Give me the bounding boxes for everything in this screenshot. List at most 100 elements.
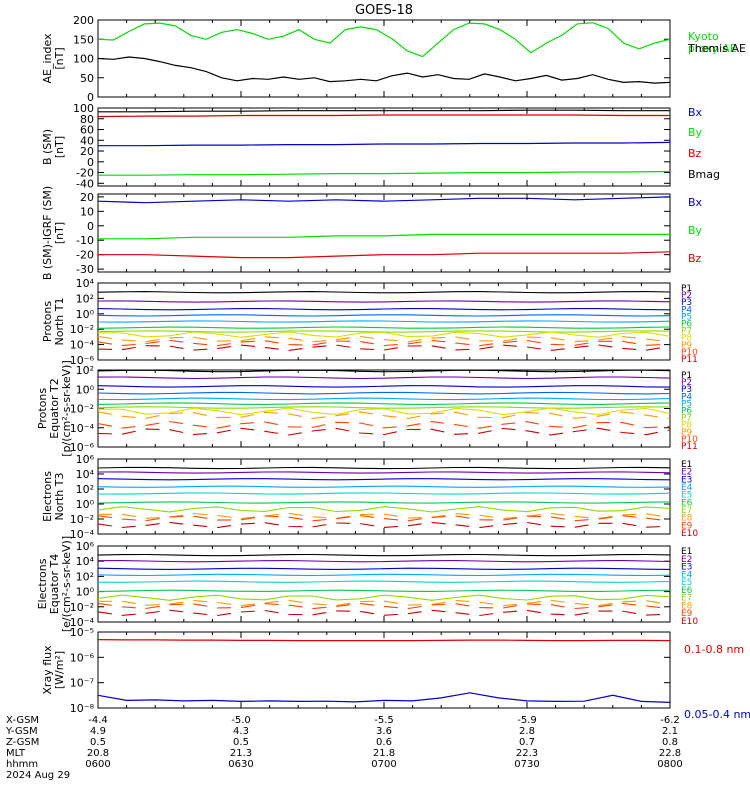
channel-label: P2 <box>681 378 692 388</box>
legend-entry: 0.1-0.8 nm <box>684 643 744 656</box>
plot-title: GOES-18 <box>355 3 413 18</box>
channel-line <box>97 330 671 333</box>
y-tick-label: 20 <box>80 191 94 204</box>
channel-label: E2 <box>681 555 692 565</box>
y-tick-label: 10⁻⁸ <box>70 702 95 715</box>
series-line <box>97 114 670 118</box>
y-tick-label: 10⁰ <box>76 498 95 511</box>
y-tick-label: 60 <box>80 124 94 137</box>
channel-label: P5 <box>681 312 692 322</box>
channel-label: P6 <box>681 407 692 417</box>
legend-entry: Themis AE <box>687 42 746 55</box>
x-tick-value: 2.1 <box>662 726 678 737</box>
series-line <box>98 251 671 259</box>
channel-label: P9 <box>681 341 692 351</box>
y-tick-label: 10⁻⁴ <box>70 422 95 435</box>
x-tick-value: 0.8 <box>662 737 678 748</box>
series-line <box>97 639 671 642</box>
y-tick-label: 10⁻² <box>70 323 94 336</box>
x-tick-value: 2.8 <box>519 726 535 737</box>
channel-label: E3 <box>681 475 692 485</box>
y-axis-label: ElectronsEquator T4[e/(cm²-s-sr-keV)] <box>36 536 73 632</box>
x-tick-value: -4.4 <box>88 715 108 726</box>
x-tick-value: 0.5 <box>233 737 249 748</box>
y-tick-label: 10⁶ <box>76 453 95 466</box>
channel-line <box>97 492 671 495</box>
y-tick-label: 50 <box>80 72 94 85</box>
channel-line <box>97 506 671 513</box>
x-tick-value: 0630 <box>228 759 253 770</box>
legend-entry: Bz <box>688 147 702 160</box>
series-line <box>97 22 671 58</box>
channel-line <box>97 406 671 409</box>
x-tick-value: 4.9 <box>90 726 106 737</box>
x-tick-value: 20.8 <box>87 748 109 759</box>
series-line <box>98 170 671 176</box>
legend-entry: By <box>688 126 703 139</box>
channel-label: E10 <box>681 529 698 539</box>
channel-label: E5 <box>681 578 692 588</box>
y-tick-label: -30 <box>76 263 94 276</box>
y-tick-label: -10 <box>76 234 94 247</box>
y-tick-label: 10² <box>76 483 94 496</box>
legend-entry: Bmag <box>688 168 720 181</box>
y-tick-label: -20 <box>76 249 94 262</box>
x-tick-value: 22.8 <box>659 748 681 759</box>
channel-label: P1 <box>681 284 692 294</box>
channel-label: E4 <box>681 570 693 580</box>
channel-label: P8 <box>681 334 692 344</box>
channel-line <box>97 560 671 563</box>
channel-line <box>97 397 671 401</box>
channel-line <box>97 485 671 488</box>
channel-line <box>97 515 671 522</box>
y-tick-label: 10⁴ <box>76 277 95 290</box>
channel-label: P6 <box>681 320 692 330</box>
x-tick-value: 0730 <box>514 759 539 770</box>
x-tick-value: -5.5 <box>374 715 394 726</box>
channel-line <box>97 599 671 607</box>
channel-line <box>97 344 671 351</box>
channel-line <box>97 300 671 303</box>
channel-line <box>97 339 671 347</box>
channel-line <box>97 402 671 405</box>
channel-line <box>98 331 671 338</box>
channel-line <box>97 326 671 329</box>
y-tick-label: 100 <box>73 102 94 115</box>
y-tick-label: 10⁴ <box>76 468 95 481</box>
channel-label: P4 <box>681 392 692 402</box>
y-tick-label: 100 <box>73 53 94 66</box>
panel-frame <box>97 193 671 273</box>
y-tick-label: 0 <box>87 220 94 233</box>
channel-line <box>97 521 671 529</box>
panel-1: 0 50 100 150 200 AE_index[nT] Kyoto proxy AEThe… <box>41 14 746 104</box>
panel-frame <box>97 458 671 535</box>
channel-label: E9 <box>681 521 693 531</box>
channel-label: P3 <box>681 298 692 308</box>
series-line <box>97 196 671 204</box>
channel-line <box>97 471 671 474</box>
channel-line <box>97 609 671 617</box>
channel-label: P8 <box>681 421 692 431</box>
x-row-label: Z-GSM <box>6 737 39 748</box>
y-tick-label: 200 <box>73 14 94 27</box>
channel-line <box>97 602 671 610</box>
legend-entry: Kyoto proxy AE <box>688 30 737 55</box>
channel-line <box>97 567 671 570</box>
x-tick-value: 22.3 <box>516 748 538 759</box>
channel-label: E3 <box>681 563 692 573</box>
channel-line <box>97 335 671 343</box>
channel-label: E10 <box>681 617 698 627</box>
y-tick-label: 80 <box>80 113 94 126</box>
series-line <box>98 233 670 240</box>
x-row-label: MLT <box>6 748 26 759</box>
channel-line <box>98 407 671 416</box>
x-tick-value: 0600 <box>85 759 110 770</box>
y-axis-label: AE_index[nT] <box>41 33 66 84</box>
channel-line <box>97 391 671 395</box>
channel-label: E6 <box>681 498 693 508</box>
channel-label: P4 <box>681 305 692 315</box>
channel-label: P9 <box>681 428 692 438</box>
